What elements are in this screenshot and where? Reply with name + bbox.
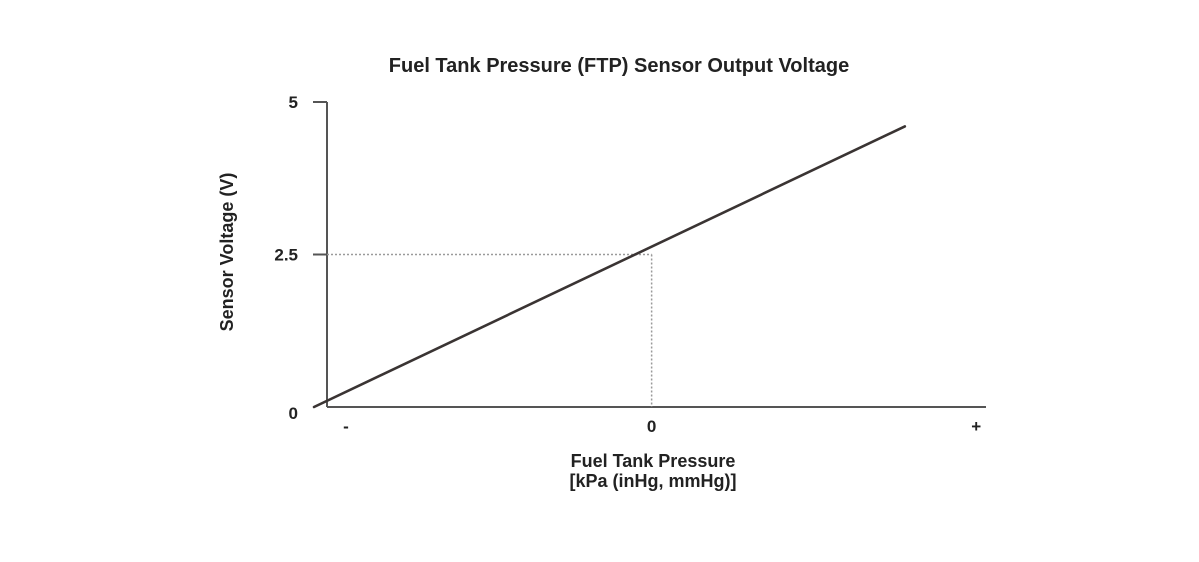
x-axis-label: Fuel Tank Pressure xyxy=(571,451,736,471)
y-axis-label: Sensor Voltage (V) xyxy=(217,173,237,332)
axis-ticks: 0 2.5 5 - 0 + xyxy=(274,93,981,436)
y-tick-label: 2.5 xyxy=(274,246,298,265)
y-tick-label: 5 xyxy=(289,93,298,112)
x-axis-units-label: [kPa (inHg, mmHg)] xyxy=(569,471,736,491)
x-tick-label: 0 xyxy=(647,417,656,436)
y-tick-label: 0 xyxy=(289,404,298,423)
series-line xyxy=(312,125,907,409)
chart-title: Fuel Tank Pressure (FTP) Sensor Output V… xyxy=(389,55,849,77)
reference-guides xyxy=(327,253,653,407)
x-tick-label: - xyxy=(343,417,349,436)
x-tick-label: + xyxy=(971,417,981,436)
y-axis-label-group: Sensor Voltage (V) xyxy=(217,173,237,332)
data-series xyxy=(312,125,907,409)
